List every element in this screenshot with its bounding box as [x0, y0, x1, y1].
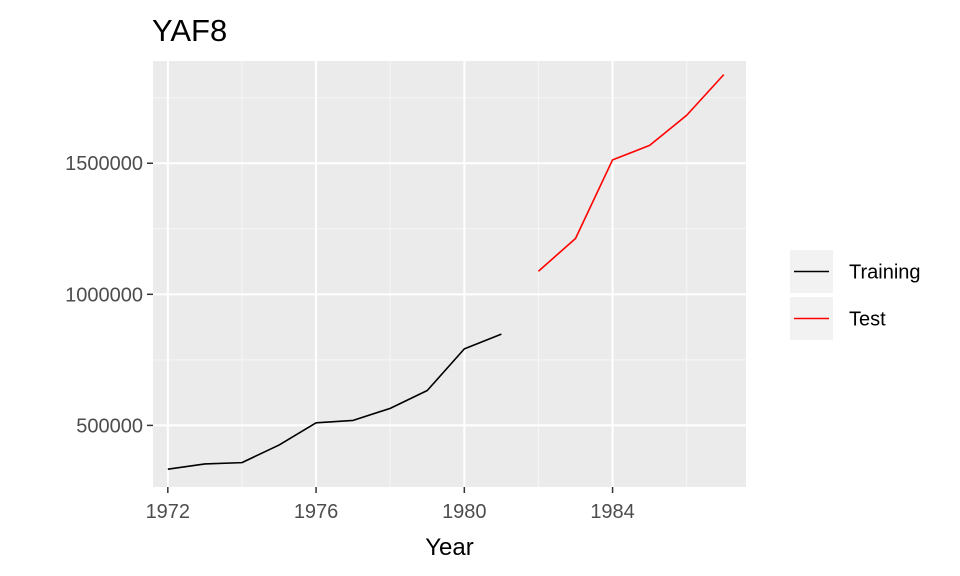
legend-label-test: Test — [849, 309, 886, 331]
x-axis-title: Year — [425, 534, 474, 561]
x-tick-label: 1980 — [442, 501, 487, 523]
x-tick-label: 1972 — [146, 501, 191, 523]
chart-title: YAF8 — [152, 13, 227, 48]
major-gridlines — [153, 61, 746, 487]
legend-label-training: Training — [849, 262, 921, 284]
minor-gridlines — [153, 61, 746, 487]
y-tick-label: 500000 — [76, 415, 143, 437]
x-axis: 1972 1976 1980 1984 — [146, 487, 635, 523]
y-axis: 500000 1000000 1500000 — [65, 153, 153, 437]
y-tick-label: 1000000 — [65, 284, 143, 306]
plot-panel — [153, 61, 746, 487]
series-line-training — [167, 333, 502, 470]
legend: Training Test — [790, 250, 921, 340]
series-layer — [167, 74, 725, 470]
x-tick-label: 1984 — [590, 501, 635, 523]
x-tick-label: 1976 — [294, 501, 339, 523]
y-tick-label: 1500000 — [65, 153, 143, 175]
series-line-test — [537, 74, 725, 272]
